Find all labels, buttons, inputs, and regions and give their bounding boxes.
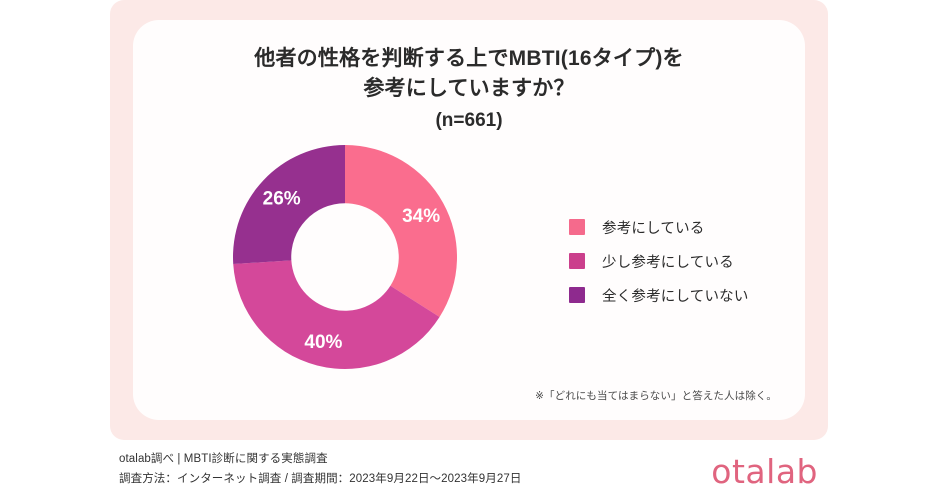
legend-swatch-icon-0 [569, 219, 585, 235]
legend-swatch-icon-1 [569, 253, 585, 269]
footer-text-block: otalab調べ | MBTI診断に関する実態調査 調査方法：インターネット調査… [119, 449, 521, 489]
legend-item-1: 少し参考にしている [569, 244, 809, 278]
donut-slice-0 [345, 145, 457, 318]
donut-slice-2 [233, 145, 345, 265]
legend-swatch-icon-2 [569, 287, 585, 303]
chart-legend: 参考にしている 少し参考にしている 全く参考にしていない [569, 210, 809, 312]
footer-method-line: 調査方法：インターネット調査 / 調査期間：2023年9月22日〜2023年9月… [119, 473, 522, 486]
donut-slice-1 [233, 260, 440, 369]
donut-slices [233, 145, 457, 369]
slide-container: 他者の性格を判断する上でMBTI(16タイプ)を 参考にしていますか？ (n=6… [110, 0, 828, 492]
donut-slice-value-1: 40% [304, 332, 342, 353]
legend-item-0: 参考にしている [569, 210, 809, 244]
legend-item-2: 全く参考にしていない [569, 278, 809, 312]
footer-source-line: otalab調べ | MBTI診断に関する実態調査 [119, 453, 328, 465]
title-block: 他者の性格を判断する上でMBTI(16タイプ)を 参考にしていますか？ (n=6… [133, 44, 805, 135]
donut-chart: 34% 40% 26% [232, 144, 458, 370]
legend-label-0: 参考にしている [602, 220, 705, 237]
page-title-line-1: 他者の性格を判断する上でMBTI(16タイプ)を [254, 47, 684, 70]
content-card: 他者の性格を判断する上でMBTI(16タイプ)を 参考にしていますか？ (n=6… [133, 20, 805, 420]
donut-chart-svg: 34% 40% 26% [233, 145, 457, 369]
page-title-line-2: 参考にしていますか？ [363, 77, 575, 101]
footnote: ※「どれにも当てはまらない」と答えた人は除く。 [535, 390, 777, 402]
otalab-logo: otalab [711, 452, 818, 491]
footer: otalab調べ | MBTI診断に関する実態調査 調査方法：インターネット調査… [110, 446, 828, 492]
legend-label-1: 少し参考にしている [602, 254, 734, 271]
sample-size-label: (n=661) [435, 109, 503, 131]
legend-label-2: 全く参考にしていない [602, 288, 749, 305]
donut-slice-labels: 34% 40% 26% [263, 189, 441, 354]
donut-slice-value-2: 26% [263, 189, 301, 210]
pink-frame: 他者の性格を判断する上でMBTI(16タイプ)を 参考にしていますか？ (n=6… [110, 0, 828, 440]
donut-slice-value-0: 34% [402, 206, 440, 227]
